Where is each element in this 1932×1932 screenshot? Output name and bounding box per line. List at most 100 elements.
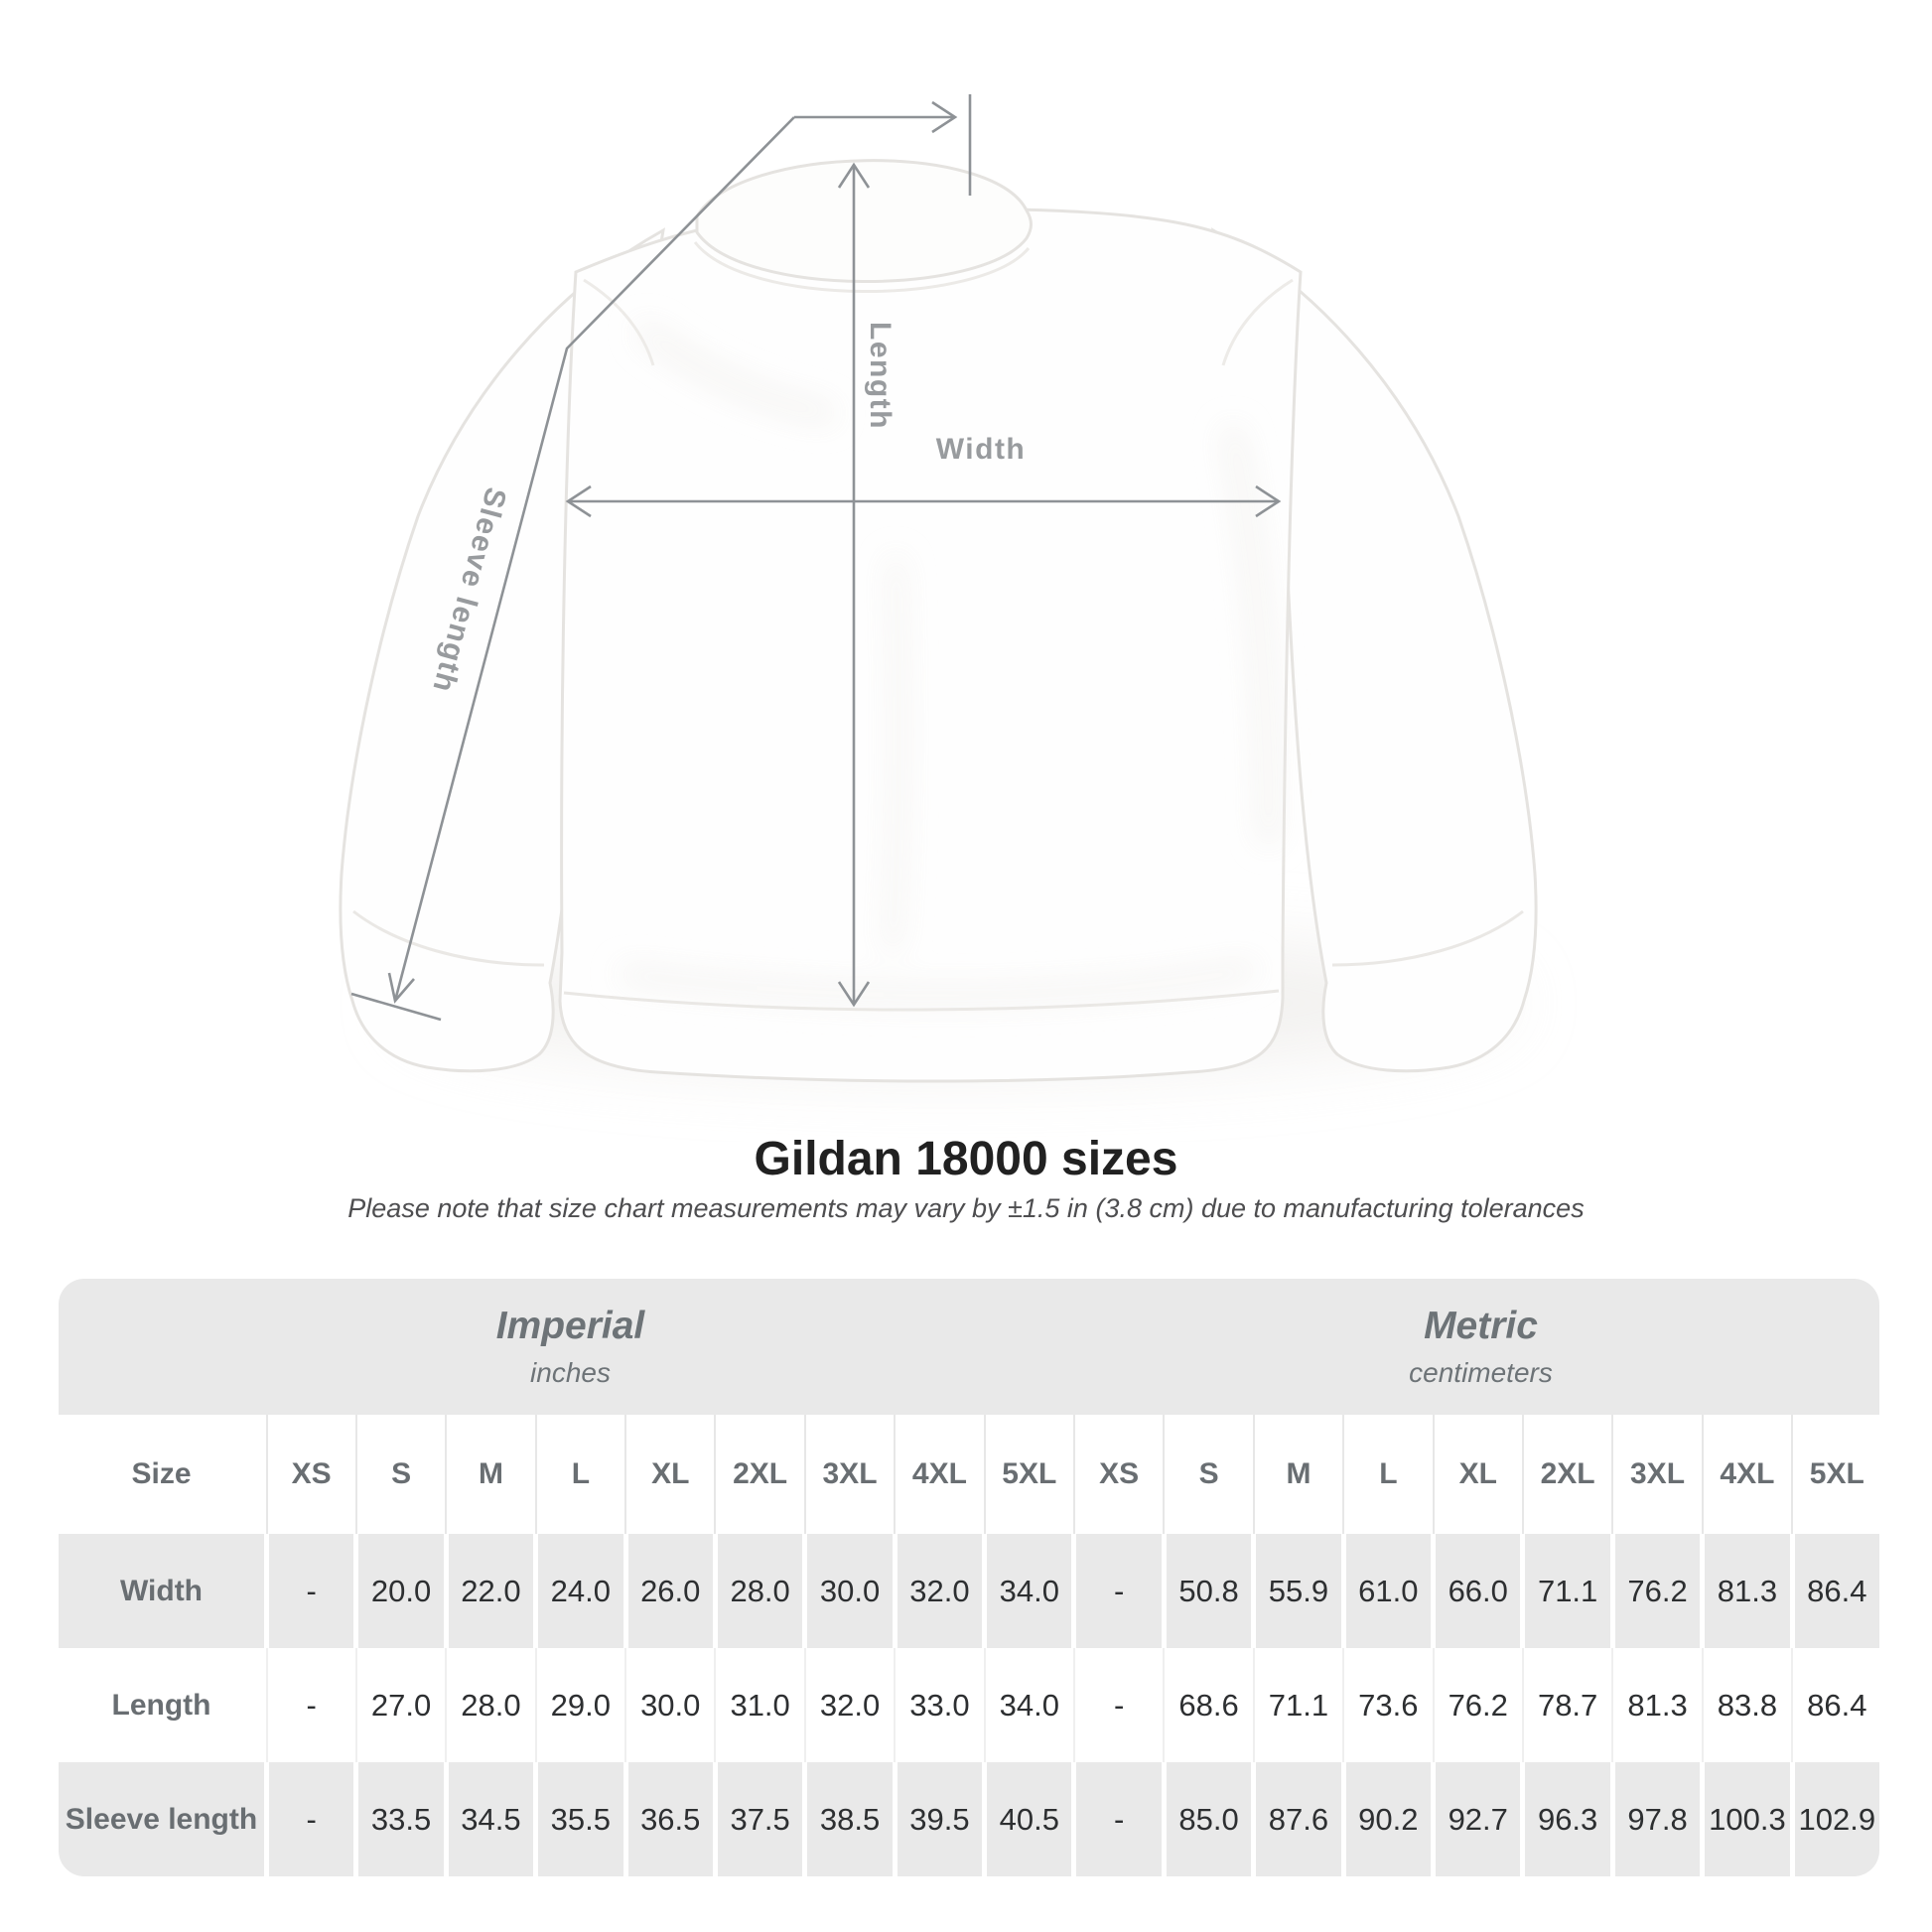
row-label: Width bbox=[59, 1534, 264, 1648]
value-metric: 78.7 bbox=[1521, 1648, 1610, 1762]
size-header-metric-s: S bbox=[1163, 1415, 1251, 1534]
sleeve-end-tick bbox=[350, 992, 442, 1022]
metric-label: Metric bbox=[1424, 1305, 1538, 1347]
table-row-length: Length -27.0 28.0 29.0 30.0 31.0 32.0 33.0 34.0-… bbox=[59, 1648, 1879, 1762]
size-header-imperial-3xl: 3XL bbox=[803, 1415, 892, 1534]
imperial-label: Imperial bbox=[495, 1305, 645, 1347]
size-header-metric-2xl: 2XL bbox=[1521, 1415, 1609, 1534]
metric-sublabel: centimeters bbox=[1409, 1357, 1553, 1388]
sweatshirt-diagram-image bbox=[339, 94, 1538, 1083]
sleeve-top-arrow bbox=[931, 100, 958, 134]
value-metric: 96.3 bbox=[1525, 1762, 1610, 1876]
size-header-imperial-2xl: 2XL bbox=[714, 1415, 802, 1534]
sleeve-line bbox=[393, 116, 795, 1002]
value-metric: 68.6 bbox=[1163, 1648, 1252, 1762]
value-metric: 76.2 bbox=[1614, 1534, 1701, 1648]
size-header-imperial-s: S bbox=[354, 1415, 443, 1534]
size-header-imperial-xs: XS bbox=[265, 1415, 353, 1534]
value-imperial: - bbox=[265, 1648, 354, 1762]
value-metric: 73.6 bbox=[1342, 1648, 1432, 1762]
right-shoulder-seam bbox=[1221, 278, 1294, 366]
value-imperial: 26.0 bbox=[627, 1534, 713, 1648]
value-metric: 76.2 bbox=[1432, 1648, 1521, 1762]
size-header-imperial-5xl: 5XL bbox=[983, 1415, 1071, 1534]
row-label: Length bbox=[59, 1648, 264, 1762]
tolerance-note: Please note that size chart measurements… bbox=[347, 1193, 1585, 1223]
size-header-imperial-xl: XL bbox=[624, 1415, 713, 1534]
size-header-row: Size XS S M L XL 2XL 3XL 4XL 5XL XS S M L XL 2XL 3XL 4XL 5… bbox=[59, 1415, 1879, 1534]
size-header-metric-m: M bbox=[1252, 1415, 1340, 1534]
value-metric: 66.0 bbox=[1436, 1534, 1521, 1648]
value-metric: 100.3 bbox=[1705, 1762, 1790, 1876]
value-metric: - bbox=[1076, 1534, 1162, 1648]
table-row-width: Width -20.0 22.0 24.0 26.0 28.0 30.0 32.0 34.0-5… bbox=[59, 1534, 1879, 1648]
value-imperial: 33.5 bbox=[358, 1762, 444, 1876]
size-header-metric-l: L bbox=[1342, 1415, 1431, 1534]
value-metric: 102.9 bbox=[1794, 1762, 1879, 1876]
value-metric: 71.1 bbox=[1252, 1648, 1341, 1762]
value-imperial: 28.0 bbox=[717, 1534, 803, 1648]
size-table: Imperial inches Metric centimeters Size X… bbox=[59, 1279, 1879, 1876]
value-imperial: 34.0 bbox=[983, 1648, 1072, 1762]
value-imperial: 36.5 bbox=[627, 1762, 713, 1876]
value-imperial: 32.0 bbox=[803, 1648, 893, 1762]
value-imperial: 22.0 bbox=[448, 1534, 534, 1648]
value-imperial: 32.0 bbox=[897, 1534, 983, 1648]
value-imperial: 38.5 bbox=[807, 1762, 893, 1876]
value-metric: 92.7 bbox=[1436, 1762, 1521, 1876]
imperial-group-header: Imperial inches bbox=[59, 1279, 1082, 1415]
size-header-imperial-l: L bbox=[534, 1415, 622, 1534]
value-metric: 55.9 bbox=[1256, 1534, 1341, 1648]
width-arrow-right bbox=[1255, 484, 1282, 518]
product-photo-area: Length Width Sleeve length bbox=[339, 94, 1538, 1083]
value-imperial: 39.5 bbox=[897, 1762, 983, 1876]
hem-seam bbox=[563, 989, 1280, 1012]
imperial-sublabel: inches bbox=[530, 1357, 611, 1388]
length-arrow-up bbox=[837, 162, 871, 189]
value-metric: - bbox=[1076, 1762, 1162, 1876]
value-metric: 81.3 bbox=[1705, 1534, 1790, 1648]
value-metric: 61.0 bbox=[1345, 1534, 1432, 1648]
width-dimension-label: Width bbox=[935, 433, 1027, 466]
value-imperial: 24.0 bbox=[538, 1534, 623, 1648]
size-header-metric-4xl: 4XL bbox=[1701, 1415, 1789, 1534]
row-label: Sleeve length bbox=[59, 1762, 264, 1876]
value-imperial: 34.5 bbox=[448, 1762, 534, 1876]
value-imperial: 30.0 bbox=[624, 1648, 713, 1762]
fabric-folds bbox=[620, 321, 1277, 1003]
page-title: Gildan 18000 sizes bbox=[754, 1133, 1178, 1185]
value-imperial: 28.0 bbox=[445, 1648, 534, 1762]
value-imperial: - bbox=[269, 1534, 354, 1648]
collar-band bbox=[695, 159, 1033, 283]
size-header-metric-5xl: 5XL bbox=[1791, 1415, 1879, 1534]
value-metric: 85.0 bbox=[1166, 1762, 1252, 1876]
value-metric: 50.8 bbox=[1166, 1534, 1252, 1648]
left-cuff-seam bbox=[352, 909, 545, 967]
value-imperial: 40.5 bbox=[987, 1762, 1072, 1876]
value-metric: 87.6 bbox=[1256, 1762, 1341, 1876]
value-imperial: - bbox=[269, 1762, 354, 1876]
value-metric: 90.2 bbox=[1345, 1762, 1432, 1876]
size-header-imperial-m: M bbox=[445, 1415, 533, 1534]
value-imperial: 34.0 bbox=[987, 1534, 1072, 1648]
size-header-imperial-4xl: 4XL bbox=[894, 1415, 982, 1534]
size-header-metric-xl: XL bbox=[1432, 1415, 1520, 1534]
metric-group-header: Metric centimeters bbox=[1082, 1279, 1879, 1415]
dimension-lines bbox=[350, 94, 1282, 1022]
value-imperial: 35.5 bbox=[538, 1762, 623, 1876]
width-arrow-left bbox=[565, 484, 592, 518]
collar-seam bbox=[693, 241, 1031, 293]
measurement-rows: Width -20.0 22.0 24.0 26.0 28.0 30.0 32.0 34.0-5… bbox=[59, 1534, 1879, 1876]
size-header-metric-xs: XS bbox=[1072, 1415, 1161, 1534]
value-imperial: 31.0 bbox=[714, 1648, 803, 1762]
value-imperial: 29.0 bbox=[534, 1648, 623, 1762]
value-imperial: 30.0 bbox=[807, 1534, 893, 1648]
unit-group-header: Imperial inches Metric centimeters bbox=[59, 1279, 1879, 1415]
value-metric: 86.4 bbox=[1791, 1648, 1879, 1762]
sleeve-arrow bbox=[387, 972, 415, 1004]
value-imperial: 20.0 bbox=[358, 1534, 444, 1648]
left-shoulder-seam bbox=[583, 278, 655, 366]
value-imperial: 27.0 bbox=[354, 1648, 444, 1762]
size-header-metric-3xl: 3XL bbox=[1611, 1415, 1700, 1534]
length-arrow-down bbox=[837, 981, 871, 1008]
